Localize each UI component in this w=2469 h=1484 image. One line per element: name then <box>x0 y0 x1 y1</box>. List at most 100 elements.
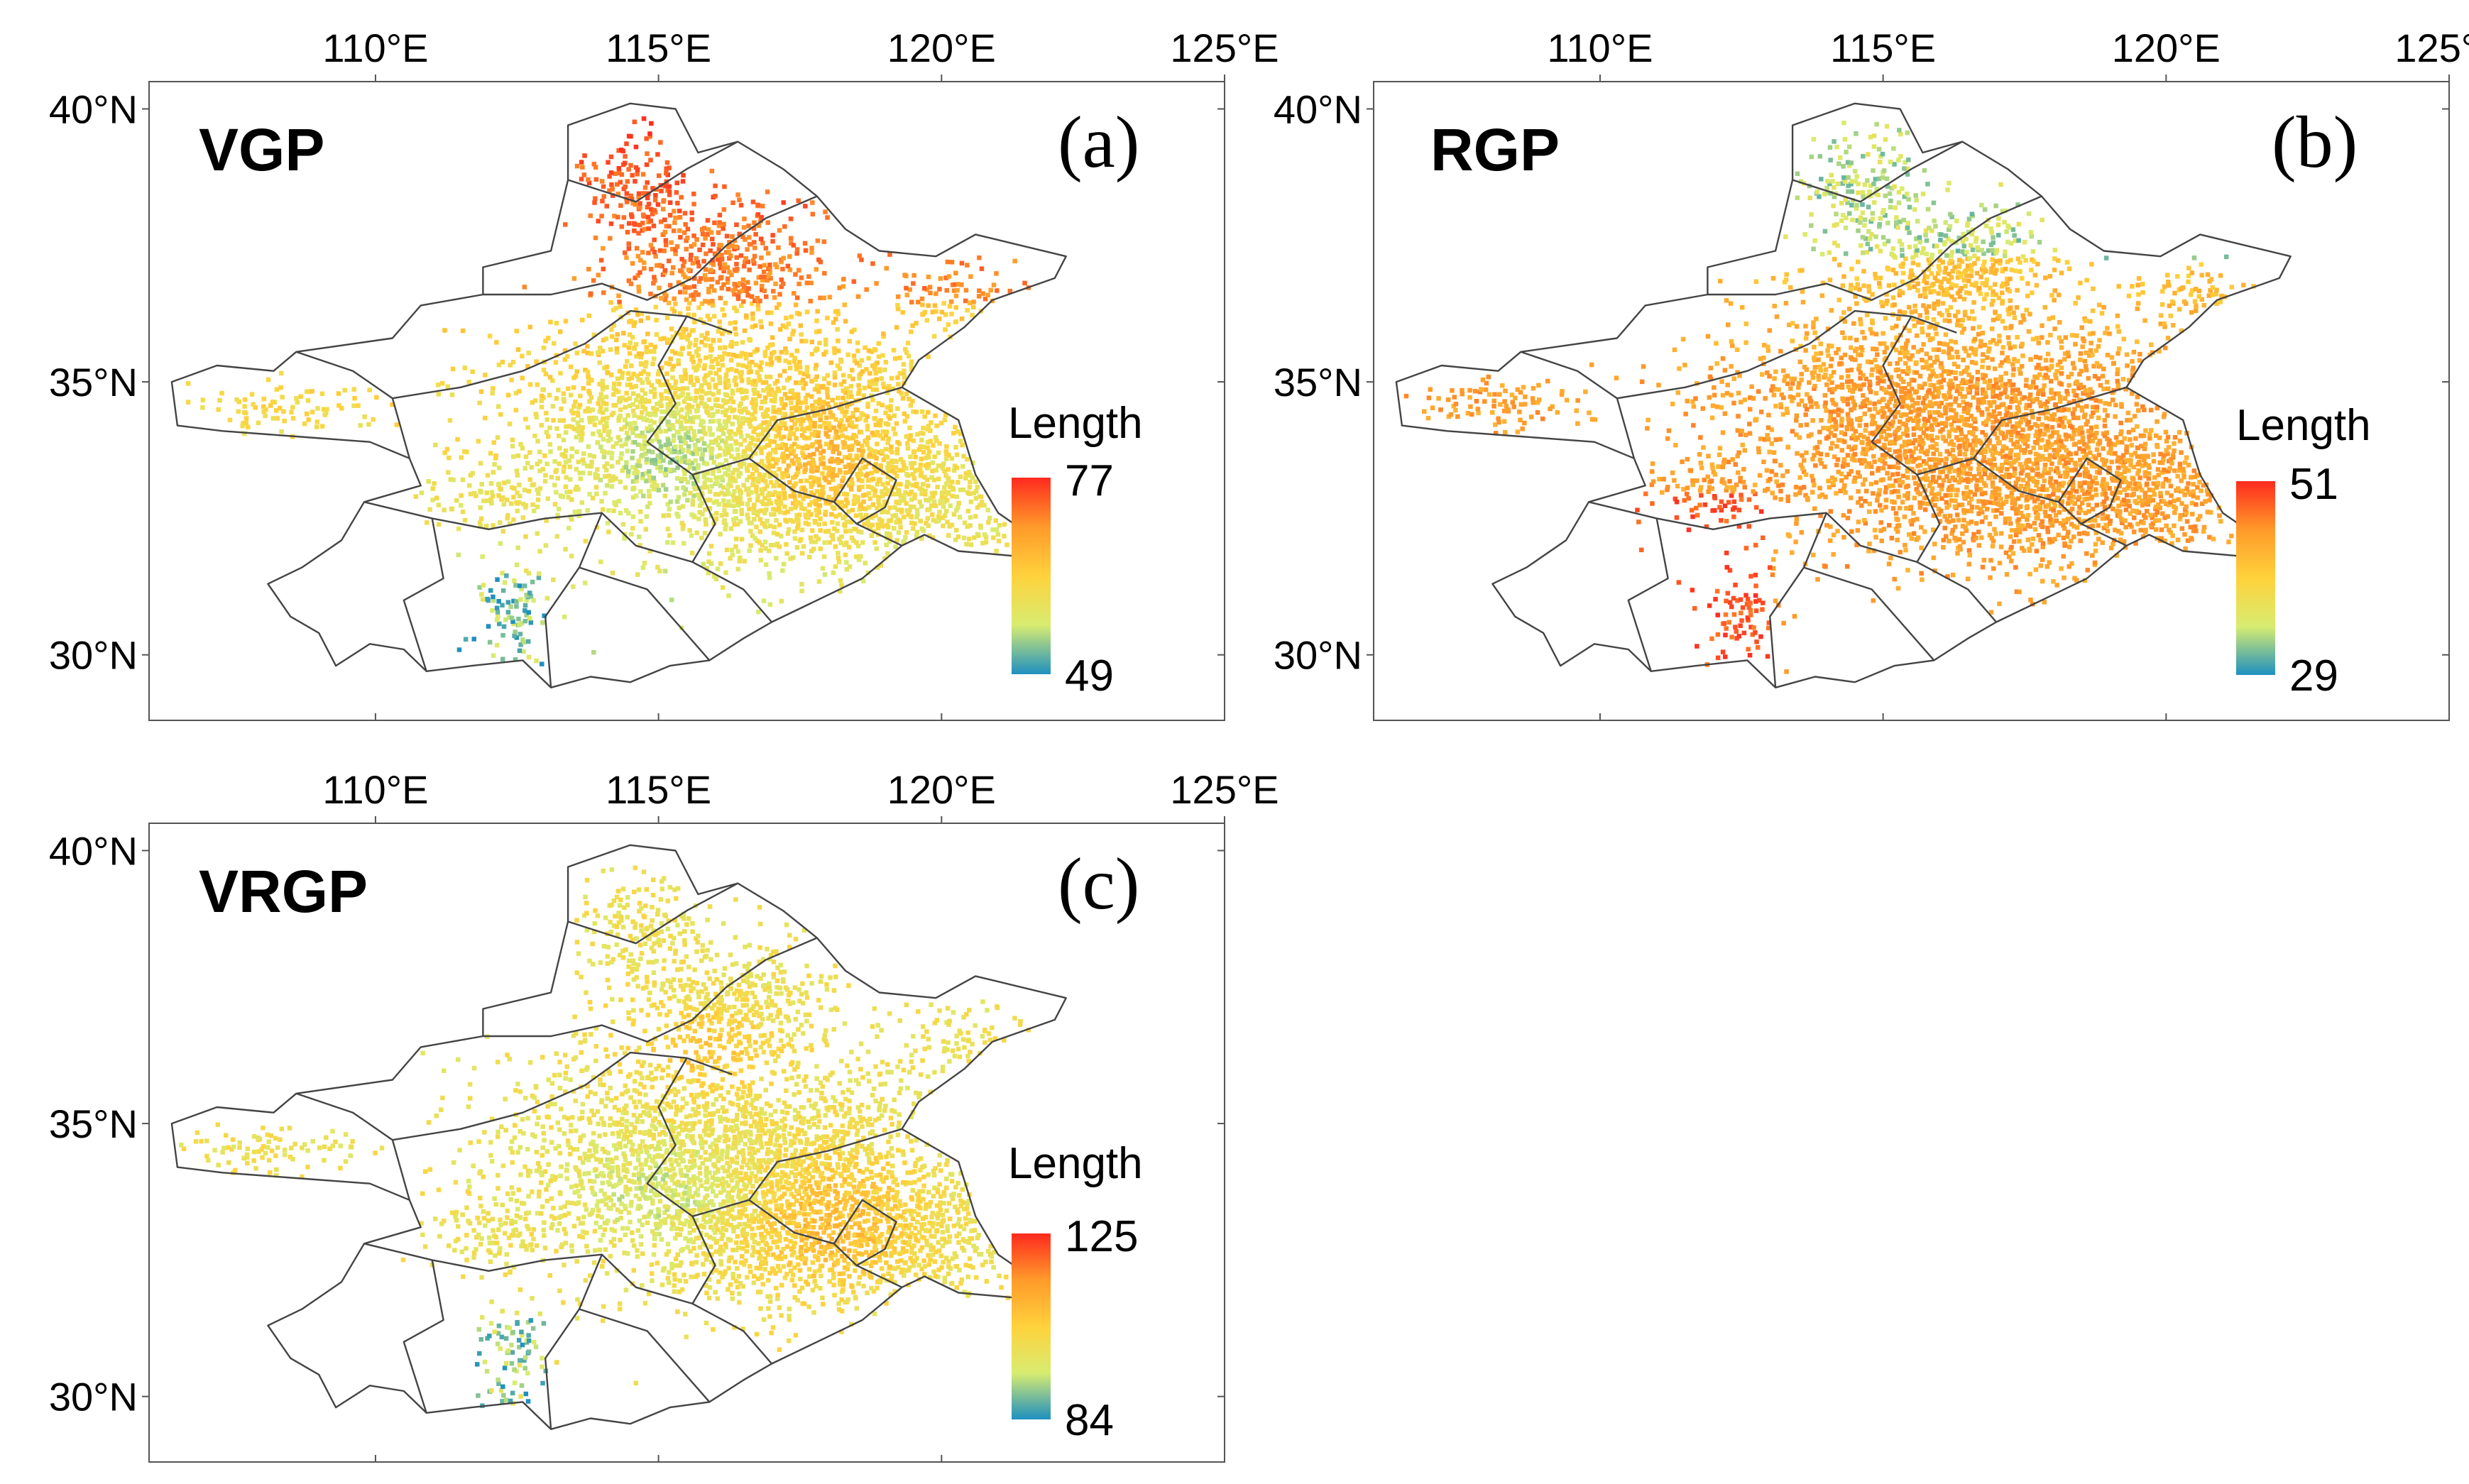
raster-cell <box>1942 525 1947 531</box>
raster-cell <box>828 486 834 492</box>
raster-cell <box>838 402 844 407</box>
raster-cell <box>760 400 765 405</box>
raster-cell <box>642 446 647 451</box>
raster-cell <box>2044 487 2049 493</box>
raster-cell <box>633 144 639 150</box>
raster-cell <box>742 438 748 443</box>
raster-cell <box>1706 489 1711 495</box>
raster-cell <box>1731 487 1737 492</box>
raster-cell <box>2030 536 2036 542</box>
raster-cell <box>569 446 574 451</box>
raster-cell <box>807 554 812 560</box>
raster-cell <box>2012 502 2018 507</box>
raster-cell <box>520 515 526 520</box>
raster-cell <box>513 657 518 662</box>
raster-cell <box>703 343 708 348</box>
raster-cell <box>579 418 584 423</box>
raster-cell <box>1946 487 1951 493</box>
raster-cell <box>2144 509 2150 514</box>
raster-cell <box>2172 468 2177 473</box>
raster-cell <box>946 453 952 458</box>
raster-cell <box>797 410 803 415</box>
raster-cell <box>717 475 722 480</box>
raster-cell <box>865 427 870 432</box>
raster-cell <box>758 548 763 553</box>
raster-cell <box>722 312 727 318</box>
raster-cell <box>620 522 626 527</box>
raster-cell <box>675 476 680 481</box>
raster-cell <box>543 543 549 548</box>
raster-cell <box>670 375 675 380</box>
raster-cell <box>669 326 674 331</box>
raster-cell <box>803 462 808 468</box>
raster-cell <box>979 500 985 505</box>
raster-cell <box>780 281 786 287</box>
raster-cell <box>925 445 931 450</box>
raster-cell <box>2163 477 2169 482</box>
raster-cell <box>1932 502 1937 508</box>
raster-cell <box>2040 544 2045 549</box>
raster-cell <box>774 305 779 310</box>
raster-cell <box>491 594 496 600</box>
raster-cell <box>1887 464 1892 470</box>
raster-cell <box>646 380 651 385</box>
raster-cell <box>1699 493 1704 498</box>
raster-cell <box>644 417 650 422</box>
raster-cell <box>773 434 779 439</box>
raster-cell <box>758 319 763 324</box>
raster-cell <box>809 339 814 345</box>
raster-cell <box>479 592 484 597</box>
raster-cell <box>829 512 834 517</box>
raster-cell <box>858 468 863 473</box>
raster-cell <box>1969 520 1974 524</box>
raster-cell <box>721 465 727 470</box>
raster-cell <box>1773 549 1778 554</box>
raster-cell <box>2071 483 2076 488</box>
raster-cell <box>880 482 885 487</box>
raster-cell <box>2107 485 2112 491</box>
raster-cell <box>743 388 748 393</box>
raster-cell <box>676 361 681 366</box>
raster-cell <box>909 465 914 471</box>
raster-cell <box>839 534 844 539</box>
raster-cell <box>667 460 673 465</box>
raster-cell <box>860 465 865 471</box>
raster-cell <box>508 521 513 527</box>
raster-cell <box>684 396 689 401</box>
raster-cell <box>815 238 821 243</box>
raster-cell <box>779 420 784 425</box>
raster-cell <box>447 418 453 423</box>
raster-cell <box>556 388 561 392</box>
raster-cell <box>1928 480 1933 485</box>
raster-cell <box>961 454 966 458</box>
raster-cell <box>809 500 814 505</box>
raster-cell <box>755 538 760 544</box>
raster-cell <box>626 278 632 283</box>
raster-cell <box>861 499 866 505</box>
raster-cell <box>953 537 958 542</box>
raster-cell <box>752 253 757 259</box>
raster-cell <box>936 463 941 468</box>
raster-cell <box>500 632 505 638</box>
raster-cell <box>754 489 759 494</box>
raster-cell <box>727 240 732 245</box>
raster-cell <box>725 488 730 493</box>
raster-cell <box>2042 471 2047 476</box>
raster-cell <box>791 555 796 560</box>
raster-cell <box>787 365 793 370</box>
raster-cell <box>942 499 947 505</box>
raster-cell <box>448 477 453 482</box>
raster-cell <box>1636 520 1641 524</box>
raster-cell <box>732 268 738 273</box>
raster-cell <box>1961 517 1966 523</box>
raster-cell <box>895 302 900 308</box>
raster-cell <box>2119 517 2124 522</box>
raster-cell <box>557 507 562 512</box>
raster-cell <box>2200 501 2205 507</box>
raster-cell <box>695 378 700 383</box>
province-border <box>483 195 818 301</box>
raster-cell <box>789 406 794 411</box>
raster-cell <box>841 395 845 401</box>
raster-cell <box>569 454 574 459</box>
raster-cell <box>1724 485 1730 490</box>
